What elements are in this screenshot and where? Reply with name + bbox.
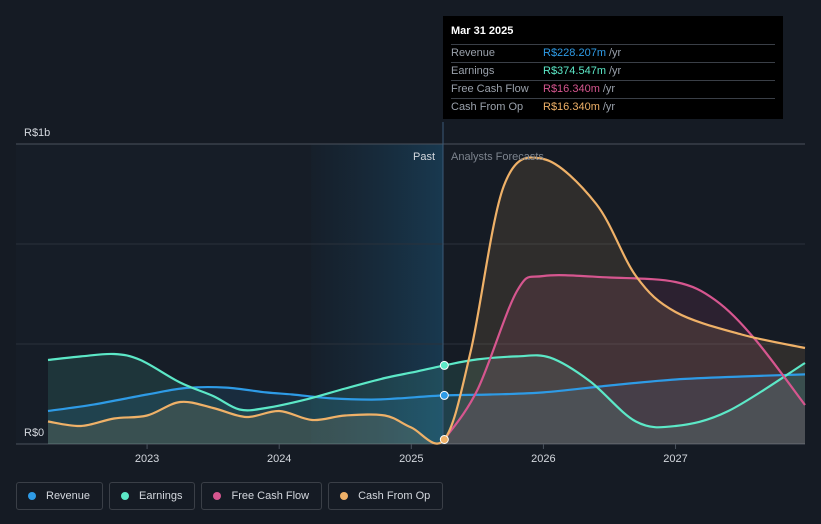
earnings-line: [47, 352, 806, 429]
tooltip-unit: /yr: [602, 83, 616, 95]
tooltip-value: R$374.547m: [543, 65, 606, 77]
legend-item-revenue[interactable]: Revenue: [16, 482, 104, 510]
earnings-area: [48, 353, 805, 444]
cash-from-op-area: [48, 157, 805, 444]
past-label: Past: [413, 151, 435, 163]
tooltip-date: Mar 31 2025: [451, 24, 775, 45]
tooltip: Mar 31 2025 Revenue R$228.207m /yr Earni…: [443, 16, 783, 119]
tooltip-label: Revenue: [451, 47, 496, 59]
legend-item-earnings[interactable]: Earnings: [109, 482, 196, 510]
revenue-area: [48, 374, 805, 444]
tooltip-row-free-cash-flow: Free Cash Flow R$16.340m /yr: [451, 81, 775, 99]
legend-label: Free Cash Flow: [231, 490, 310, 502]
legend-label: Earnings: [139, 490, 183, 502]
free-cash-flow-area: [444, 275, 805, 444]
x-tick-label: 2026: [531, 453, 555, 465]
tooltip-row-cash-from-op: Cash From Op R$16.340m /yr: [451, 99, 775, 116]
tooltip-value: R$16.340m: [543, 101, 600, 113]
earnings-dot-icon: [121, 492, 130, 500]
tooltip-label: Free Cash Flow: [451, 83, 529, 95]
cash-from-op-dot-icon: [340, 492, 349, 500]
tooltip-unit: /yr: [609, 47, 622, 59]
x-tick-label: 2024: [267, 453, 291, 465]
x-tick-label: 2025: [399, 453, 423, 465]
y-tick-bottom: R$0: [24, 427, 44, 439]
tooltip-row-revenue: Revenue R$228.207m /yr: [451, 45, 775, 63]
revenue-dot-icon: [28, 492, 36, 500]
cash-from-op-marker: [439, 435, 449, 444]
legend-label: Cash From Op: [358, 490, 431, 502]
tooltip-unit: /yr: [609, 65, 622, 77]
revenue-marker: [439, 390, 449, 400]
tooltip-value: R$16.340m: [543, 83, 600, 95]
free-cash-flow-line: [443, 274, 806, 441]
free-cash-flow-dot-icon: [213, 492, 222, 500]
forecast-label: Analysts Forecasts: [451, 151, 544, 163]
legend-item-free-cash-flow[interactable]: Free Cash Flow: [201, 482, 323, 510]
legend: Revenue Earnings Free Cash Flow Cash Fro…: [16, 482, 444, 510]
x-tick-label: 2023: [135, 453, 159, 465]
tooltip-unit: /yr: [602, 101, 616, 113]
earnings-marker: [439, 360, 449, 370]
legend-label: Revenue: [46, 490, 91, 502]
legend-item-cash-from-op[interactable]: Cash From Op: [328, 482, 444, 510]
tooltip-label: Cash From Op: [451, 101, 524, 113]
tooltip-value: R$228.207m: [543, 47, 606, 59]
tooltip-label: Earnings: [451, 65, 495, 77]
cash-from-op-line: [47, 156, 806, 445]
revenue-line: [47, 373, 806, 413]
tooltip-row-earnings: Earnings R$374.547m /yr: [451, 63, 775, 81]
past-highlight-region: [311, 144, 443, 444]
x-tick-label: 2027: [663, 453, 687, 465]
y-tick-top: R$1b: [24, 127, 50, 139]
